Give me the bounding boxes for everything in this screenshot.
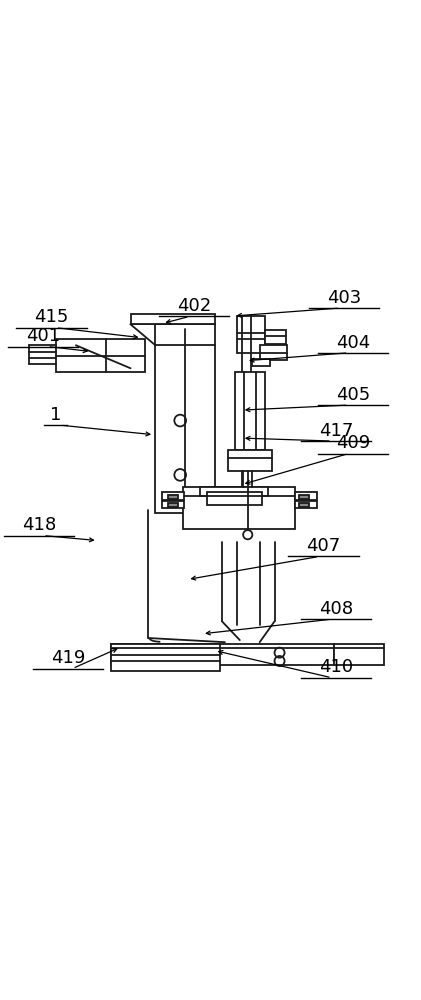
Bar [163,492,184,500]
Bar [111,644,334,665]
Text: 409: 409 [336,434,370,452]
Text: 417: 417 [319,422,353,440]
Text: 407: 407 [306,537,341,555]
Bar [131,314,215,324]
Bar [155,324,215,513]
Bar [168,503,178,507]
Bar [183,487,296,529]
Text: 403: 403 [327,289,362,307]
Bar [237,316,265,353]
Bar [334,644,384,665]
Bar [252,359,269,366]
Bar [163,501,184,508]
Bar [207,492,262,505]
Bar [235,372,265,450]
Text: 404: 404 [336,334,370,352]
Text: 405: 405 [336,386,370,404]
Bar [228,450,272,471]
Bar [296,492,317,500]
Text: 415: 415 [35,308,69,326]
Bar [56,339,145,372]
Text: 410: 410 [319,658,353,676]
Bar [265,330,287,344]
Bar [260,345,288,360]
Text: 401: 401 [26,327,60,345]
Text: 408: 408 [319,600,353,618]
Text: 1: 1 [50,406,61,424]
Text: 419: 419 [51,649,85,667]
Bar [299,503,309,507]
Text: 402: 402 [177,297,211,315]
Bar [200,487,268,496]
Text: 418: 418 [22,516,56,534]
Bar [168,495,178,499]
Bar [296,501,317,508]
Bar [299,495,309,499]
Bar [111,644,220,671]
